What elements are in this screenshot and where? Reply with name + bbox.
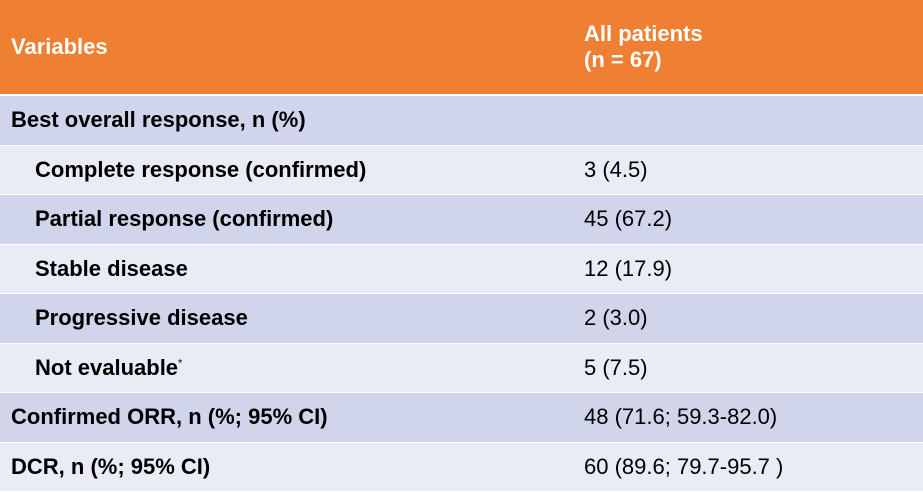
row-value: 48 (71.6; 59.3-82.0) (584, 404, 778, 430)
row-label: Best overall response, n (%) (11, 107, 306, 133)
header-patient-count: (n = 67) (584, 47, 662, 72)
table-row: Partial response (confirmed) 45 (67.2) (0, 195, 923, 245)
table-row: Confirmed ORR, n (%; 95% CI) 48 (71.6; 5… (0, 393, 923, 443)
header-all-patients: All patients (n = 67) (584, 21, 923, 73)
row-label: Progressive disease (35, 305, 248, 331)
table-row: DCR, n (%; 95% CI) 60 (89.6; 79.7-95.7 ) (0, 442, 923, 492)
table-row: Progressive disease 2 (3.0) (0, 294, 923, 344)
row-value: 12 (17.9) (584, 255, 673, 281)
table-header: Variables All patients (n = 67) (0, 0, 923, 96)
row-label-with-footnote: Not evaluable* (0, 355, 584, 381)
row-label: Not evaluable (35, 354, 179, 380)
header-all-patients-label: All patients (584, 21, 703, 46)
row-value: 3 (4.5) (584, 156, 648, 182)
table-row: Best overall response, n (%) (0, 96, 923, 146)
row-value: 45 (67.2) (584, 206, 673, 232)
table-row: Not evaluable* 5 (7.5) (0, 343, 923, 393)
row-label: DCR, n (%; 95% CI) (11, 453, 211, 479)
row-value: 60 (89.6; 79.7-95.7 ) (584, 453, 784, 479)
row-label: Complete response (confirmed) (35, 156, 367, 182)
header-variables: Variables (11, 34, 108, 59)
row-label: Confirmed ORR, n (%; 95% CI) (11, 404, 328, 430)
table-row: Stable disease 12 (17.9) (0, 244, 923, 294)
row-label: Partial response (confirmed) (35, 206, 334, 232)
footnote-marker: * (178, 357, 183, 370)
table-row: Complete response (confirmed) 3 (4.5) (0, 145, 923, 195)
row-label: Stable disease (35, 255, 188, 281)
row-value: 5 (7.5) (584, 354, 648, 380)
row-value: 2 (3.0) (584, 305, 648, 331)
